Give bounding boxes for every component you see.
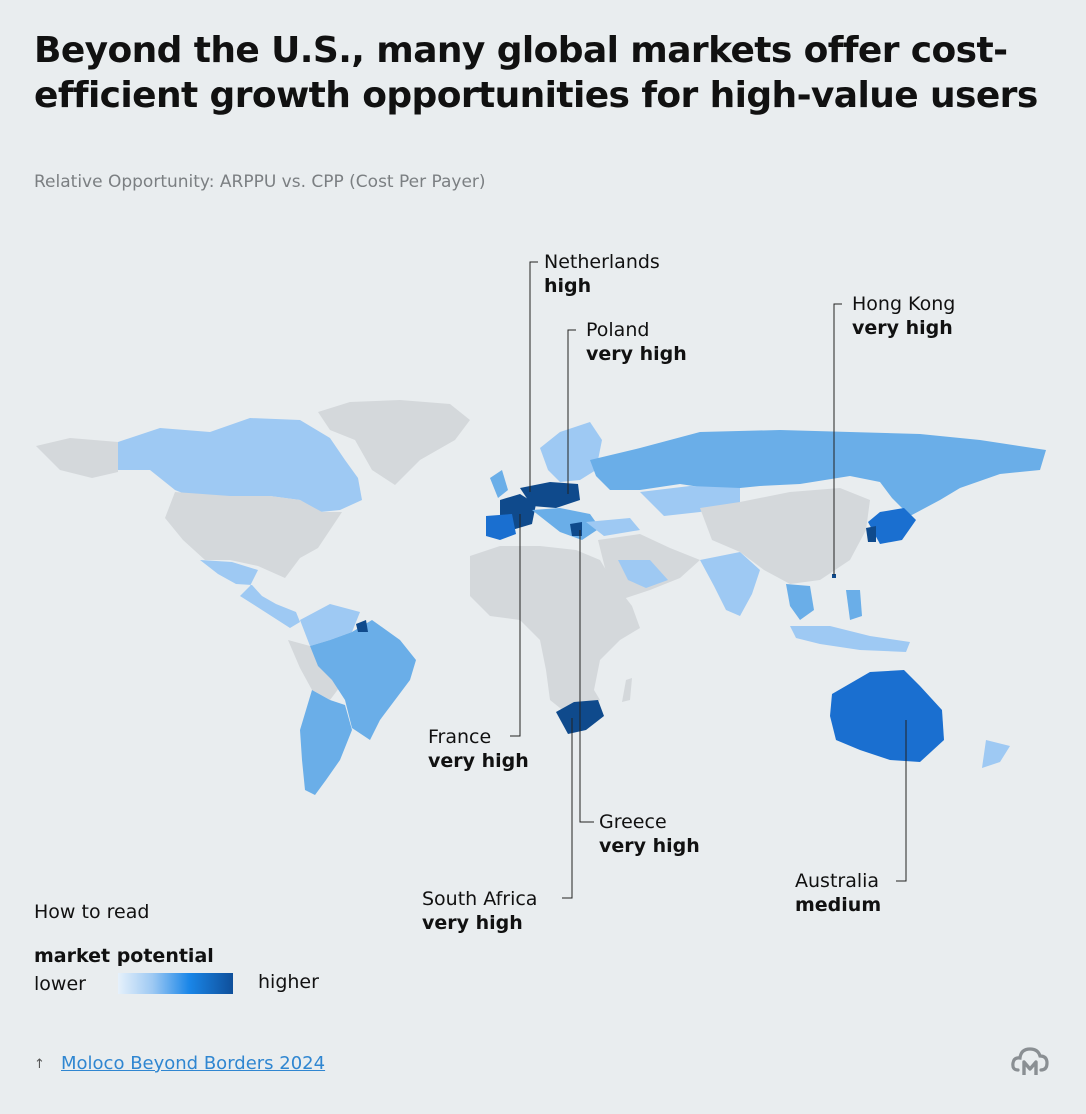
region-saudi-gulf (618, 560, 668, 588)
region-alaska (36, 438, 118, 478)
callout-level: high (544, 275, 592, 297)
callout-name: Netherlands (544, 251, 660, 273)
callout-france: France very high (428, 725, 529, 773)
callout-name: Australia (795, 870, 880, 892)
callout-australia: Australia medium (795, 869, 881, 917)
leader-south-africa (562, 718, 573, 899)
callout-name: South Africa (422, 888, 538, 910)
source-link[interactable]: Moloco Beyond Borders 2024 (61, 1053, 326, 1074)
region-mexico (200, 560, 300, 628)
callout-greece: Greece very high (599, 810, 700, 858)
region-china (700, 488, 870, 584)
region-india (700, 552, 760, 616)
region-spain (486, 514, 516, 540)
callout-leader-lines (510, 261, 907, 899)
legend-heading: market potential (34, 945, 214, 967)
region-colombia-venezuela (300, 604, 360, 646)
legend-lower-label: lower (34, 973, 86, 995)
leader-australia (896, 720, 907, 882)
leader-poland (567, 329, 576, 494)
region-madagascar (622, 678, 632, 702)
moloco-logo-icon (1011, 1047, 1049, 1075)
region-southeast-asia (786, 584, 814, 620)
legend-intro: How to read (34, 901, 150, 923)
callout-level: very high (422, 912, 523, 934)
callout-south-africa: South Africa very high (422, 887, 537, 935)
leader-netherlands (529, 261, 538, 492)
leader-france (510, 514, 521, 737)
region-turkey (586, 518, 640, 536)
page-subtitle: Relative Opportunity: ARPPU vs. CPP (Cos… (34, 172, 486, 192)
callout-name: France (428, 726, 492, 748)
region-argentina (300, 690, 352, 795)
region-new-zealand (982, 740, 1010, 768)
callout-level: very high (586, 343, 687, 365)
region-italy-balkans (532, 508, 600, 540)
region-russia (590, 430, 1046, 516)
region-greenland (318, 400, 470, 485)
region-korea (866, 526, 876, 542)
callout-level: very high (852, 317, 953, 339)
callout-hong-kong: Hong Kong very high (852, 292, 955, 340)
leader-hong-kong (833, 303, 842, 575)
callout-netherlands: Netherlands high (544, 250, 660, 298)
callout-name: Poland (586, 319, 650, 341)
callout-name: Hong Kong (852, 293, 956, 315)
region-uk (490, 470, 508, 498)
callout-level: medium (795, 894, 882, 916)
region-brazil (310, 620, 416, 740)
callout-level: very high (599, 835, 700, 857)
callout-level: very high (428, 750, 529, 772)
leader-greece (579, 530, 594, 823)
region-north-africa (470, 546, 640, 712)
region-indonesia (790, 626, 910, 652)
region-hong-kong (832, 574, 836, 578)
arrow-up-icon: ↑ (34, 1057, 45, 1072)
region-canada (118, 418, 362, 512)
callout-name: Greece (599, 811, 667, 833)
region-philippines (846, 590, 862, 620)
region-benelux-germany-poland (520, 482, 580, 508)
region-usa (165, 492, 342, 578)
region-australia (830, 670, 944, 762)
region-greece (570, 522, 582, 536)
callout-poland: Poland very high (586, 318, 687, 366)
region-guiana (356, 620, 368, 632)
page-title: Beyond the U.S., many global markets off… (34, 30, 1038, 116)
region-scandinavia (540, 422, 602, 482)
legend-higher-label: higher (258, 971, 319, 993)
legend-gradient-bar (118, 973, 233, 994)
region-japan-korea (868, 508, 916, 544)
